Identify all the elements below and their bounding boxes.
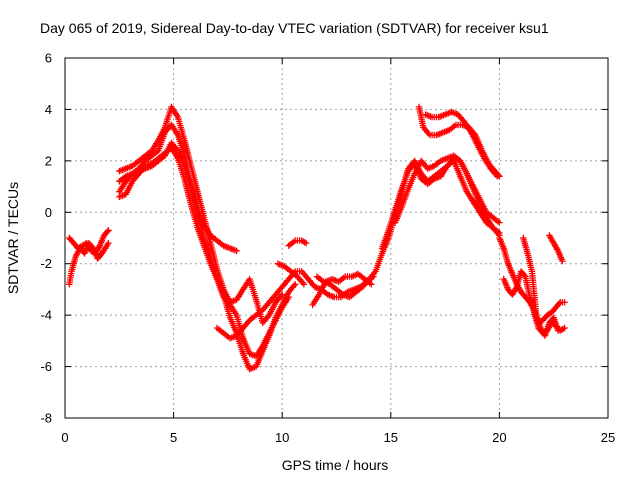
x-tick-label: 20 bbox=[492, 430, 506, 445]
x-tick-label: 5 bbox=[170, 430, 177, 445]
series-track-9 bbox=[285, 237, 310, 249]
data-point bbox=[105, 227, 112, 234]
grid-lines bbox=[65, 58, 608, 418]
data-point bbox=[496, 219, 503, 226]
y-tick-label: 4 bbox=[45, 102, 52, 117]
y-tick-label: 6 bbox=[45, 51, 52, 66]
data-point bbox=[561, 324, 568, 332]
data-point bbox=[233, 247, 240, 255]
data-point bbox=[559, 257, 566, 265]
plot-frame bbox=[64, 57, 609, 419]
y-tick-labels: -8 -6 -4 -2 0 2 4 6 bbox=[40, 51, 52, 426]
data-point bbox=[554, 327, 562, 334]
x-tick-label: 25 bbox=[601, 430, 615, 445]
series-track-19 bbox=[546, 232, 566, 265]
data-point bbox=[368, 281, 375, 288]
y-tick-label: 0 bbox=[45, 205, 52, 220]
chart-title: Day 065 of 2019, Sidereal Day-to-day VTE… bbox=[40, 20, 549, 36]
data-point bbox=[494, 173, 501, 180]
x-tick-label: 15 bbox=[384, 430, 398, 445]
y-axis-label: SDTVAR / TECUs bbox=[5, 182, 21, 294]
data-point bbox=[302, 239, 310, 247]
x-tick-labels: 0 5 10 15 20 25 bbox=[61, 430, 615, 445]
series-track-5 bbox=[116, 144, 299, 373]
x-axis-label: GPS time / hours bbox=[282, 457, 389, 473]
data-point bbox=[555, 300, 563, 307]
series-track-2 bbox=[66, 239, 112, 288]
series-track-8 bbox=[274, 260, 308, 288]
x-tick-label: 10 bbox=[275, 430, 289, 445]
y-tick-label: -2 bbox=[40, 256, 52, 271]
series-track-18 bbox=[520, 234, 562, 339]
axis-ticks bbox=[64, 57, 609, 419]
data-point bbox=[292, 281, 299, 288]
data-point bbox=[300, 281, 308, 288]
y-tick-label: -4 bbox=[40, 308, 52, 323]
data-point bbox=[279, 291, 286, 298]
data-markers bbox=[66, 103, 568, 373]
data-point bbox=[521, 272, 528, 279]
series-track-15 bbox=[422, 108, 501, 180]
data-point bbox=[104, 228, 111, 235]
data-point bbox=[561, 299, 568, 306]
series-track-13 bbox=[391, 152, 503, 226]
y-tick-label: -8 bbox=[40, 411, 52, 426]
y-tick-label: -6 bbox=[40, 359, 52, 374]
series-track-6 bbox=[116, 139, 240, 255]
y-tick-label: 2 bbox=[45, 153, 52, 168]
x-tick-label: 0 bbox=[61, 430, 68, 445]
data-point bbox=[105, 239, 112, 247]
